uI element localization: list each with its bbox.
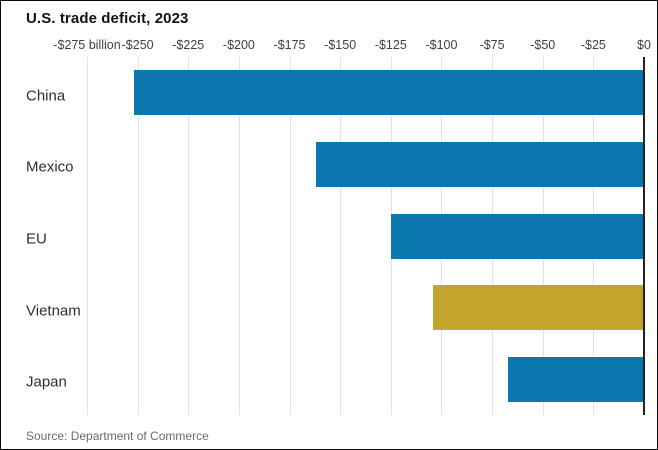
category-label-mexico: Mexico <box>26 158 74 176</box>
bar-china <box>133 70 644 116</box>
x-tick-label: -$275 billion <box>53 38 121 52</box>
gridline <box>238 57 240 415</box>
source-note: Source: Department of Commerce <box>26 429 209 443</box>
x-tick-label: -$150 <box>324 38 357 52</box>
x-tick-label: -$75 <box>479 38 505 52</box>
gridline <box>340 57 342 415</box>
x-tick-label: -$175 <box>273 38 306 52</box>
x-tick-label: -$125 <box>374 38 407 52</box>
x-tick-label: -$250 <box>121 38 154 52</box>
category-label-japan: Japan <box>26 373 67 391</box>
gridline <box>188 57 190 415</box>
chart-title: U.S. trade deficit, 2023 <box>26 10 189 27</box>
gridline <box>289 57 291 415</box>
zero-axis-line <box>643 57 645 415</box>
x-tick-label: -$200 <box>222 38 255 52</box>
x-tick-label: $0 <box>637 38 651 52</box>
x-tick-label: -$25 <box>580 38 606 52</box>
x-tick-label: -$100 <box>425 38 458 52</box>
bar-vietnam <box>433 285 644 331</box>
bar-japan <box>508 356 644 402</box>
x-tick-label: -$225 <box>172 38 205 52</box>
category-label-china: China <box>26 87 66 105</box>
gridline <box>87 57 88 415</box>
category-label-eu: EU <box>26 230 47 248</box>
x-tick-label: -$50 <box>530 38 556 52</box>
bar-eu <box>390 213 644 259</box>
category-label-vietnam: Vietnam <box>26 302 81 320</box>
bar-mexico <box>315 141 644 187</box>
gridline <box>137 57 139 415</box>
